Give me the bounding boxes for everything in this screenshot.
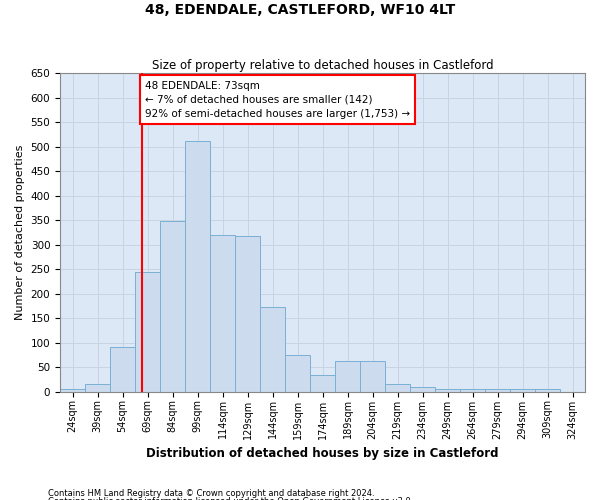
Text: Contains HM Land Registry data © Crown copyright and database right 2024.: Contains HM Land Registry data © Crown c… — [48, 488, 374, 498]
Bar — [85, 384, 110, 392]
Bar — [360, 362, 385, 392]
Bar — [310, 374, 335, 392]
Text: 48, EDENDALE, CASTLEFORD, WF10 4LT: 48, EDENDALE, CASTLEFORD, WF10 4LT — [145, 2, 455, 16]
Bar — [135, 272, 160, 392]
Bar — [210, 235, 235, 392]
Bar — [535, 389, 560, 392]
Bar — [285, 355, 310, 392]
Title: Size of property relative to detached houses in Castleford: Size of property relative to detached ho… — [152, 59, 493, 72]
Bar — [385, 384, 410, 392]
Text: 48 EDENDALE: 73sqm
← 7% of detached houses are smaller (142)
92% of semi-detache: 48 EDENDALE: 73sqm ← 7% of detached hous… — [145, 80, 410, 118]
Bar — [260, 308, 285, 392]
Y-axis label: Number of detached properties: Number of detached properties — [15, 144, 25, 320]
Bar — [335, 362, 360, 392]
Bar — [410, 387, 435, 392]
Bar — [185, 141, 210, 392]
Bar — [510, 389, 535, 392]
Bar — [485, 389, 510, 392]
Text: Contains public sector information licensed under the Open Government Licence v3: Contains public sector information licen… — [48, 497, 413, 500]
Bar — [110, 346, 135, 392]
Bar — [435, 389, 460, 392]
Bar — [160, 221, 185, 392]
X-axis label: Distribution of detached houses by size in Castleford: Distribution of detached houses by size … — [146, 447, 499, 460]
Bar — [235, 236, 260, 392]
Bar — [460, 389, 485, 392]
Bar — [60, 389, 85, 392]
